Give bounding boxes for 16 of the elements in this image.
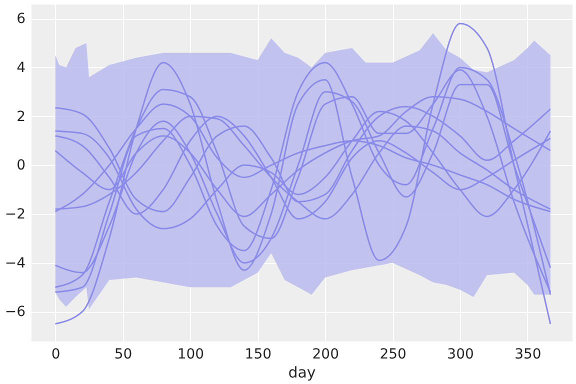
x-tick-label: 0: [51, 346, 60, 362]
x-tick-label: 100: [177, 346, 204, 362]
y-tick-label: 4: [16, 60, 26, 76]
x-tick-label: 50: [114, 346, 132, 362]
y-tick-label: 2: [16, 108, 26, 125]
x-tick-label: 150: [244, 346, 272, 362]
y-tick-label: −2: [4, 206, 26, 223]
y-tick-label: −6: [4, 304, 26, 320]
y-tick-label: 0: [16, 158, 26, 174]
x-tick-label: 300: [447, 346, 474, 362]
x-tick-label: 250: [380, 346, 406, 362]
x-tick-label: 350: [514, 346, 542, 362]
x-tick-label: 200: [312, 346, 339, 362]
y-tick-label: 6: [16, 11, 26, 28]
x-axis-title: day: [288, 364, 316, 382]
y-tick-label: −4: [4, 255, 26, 272]
